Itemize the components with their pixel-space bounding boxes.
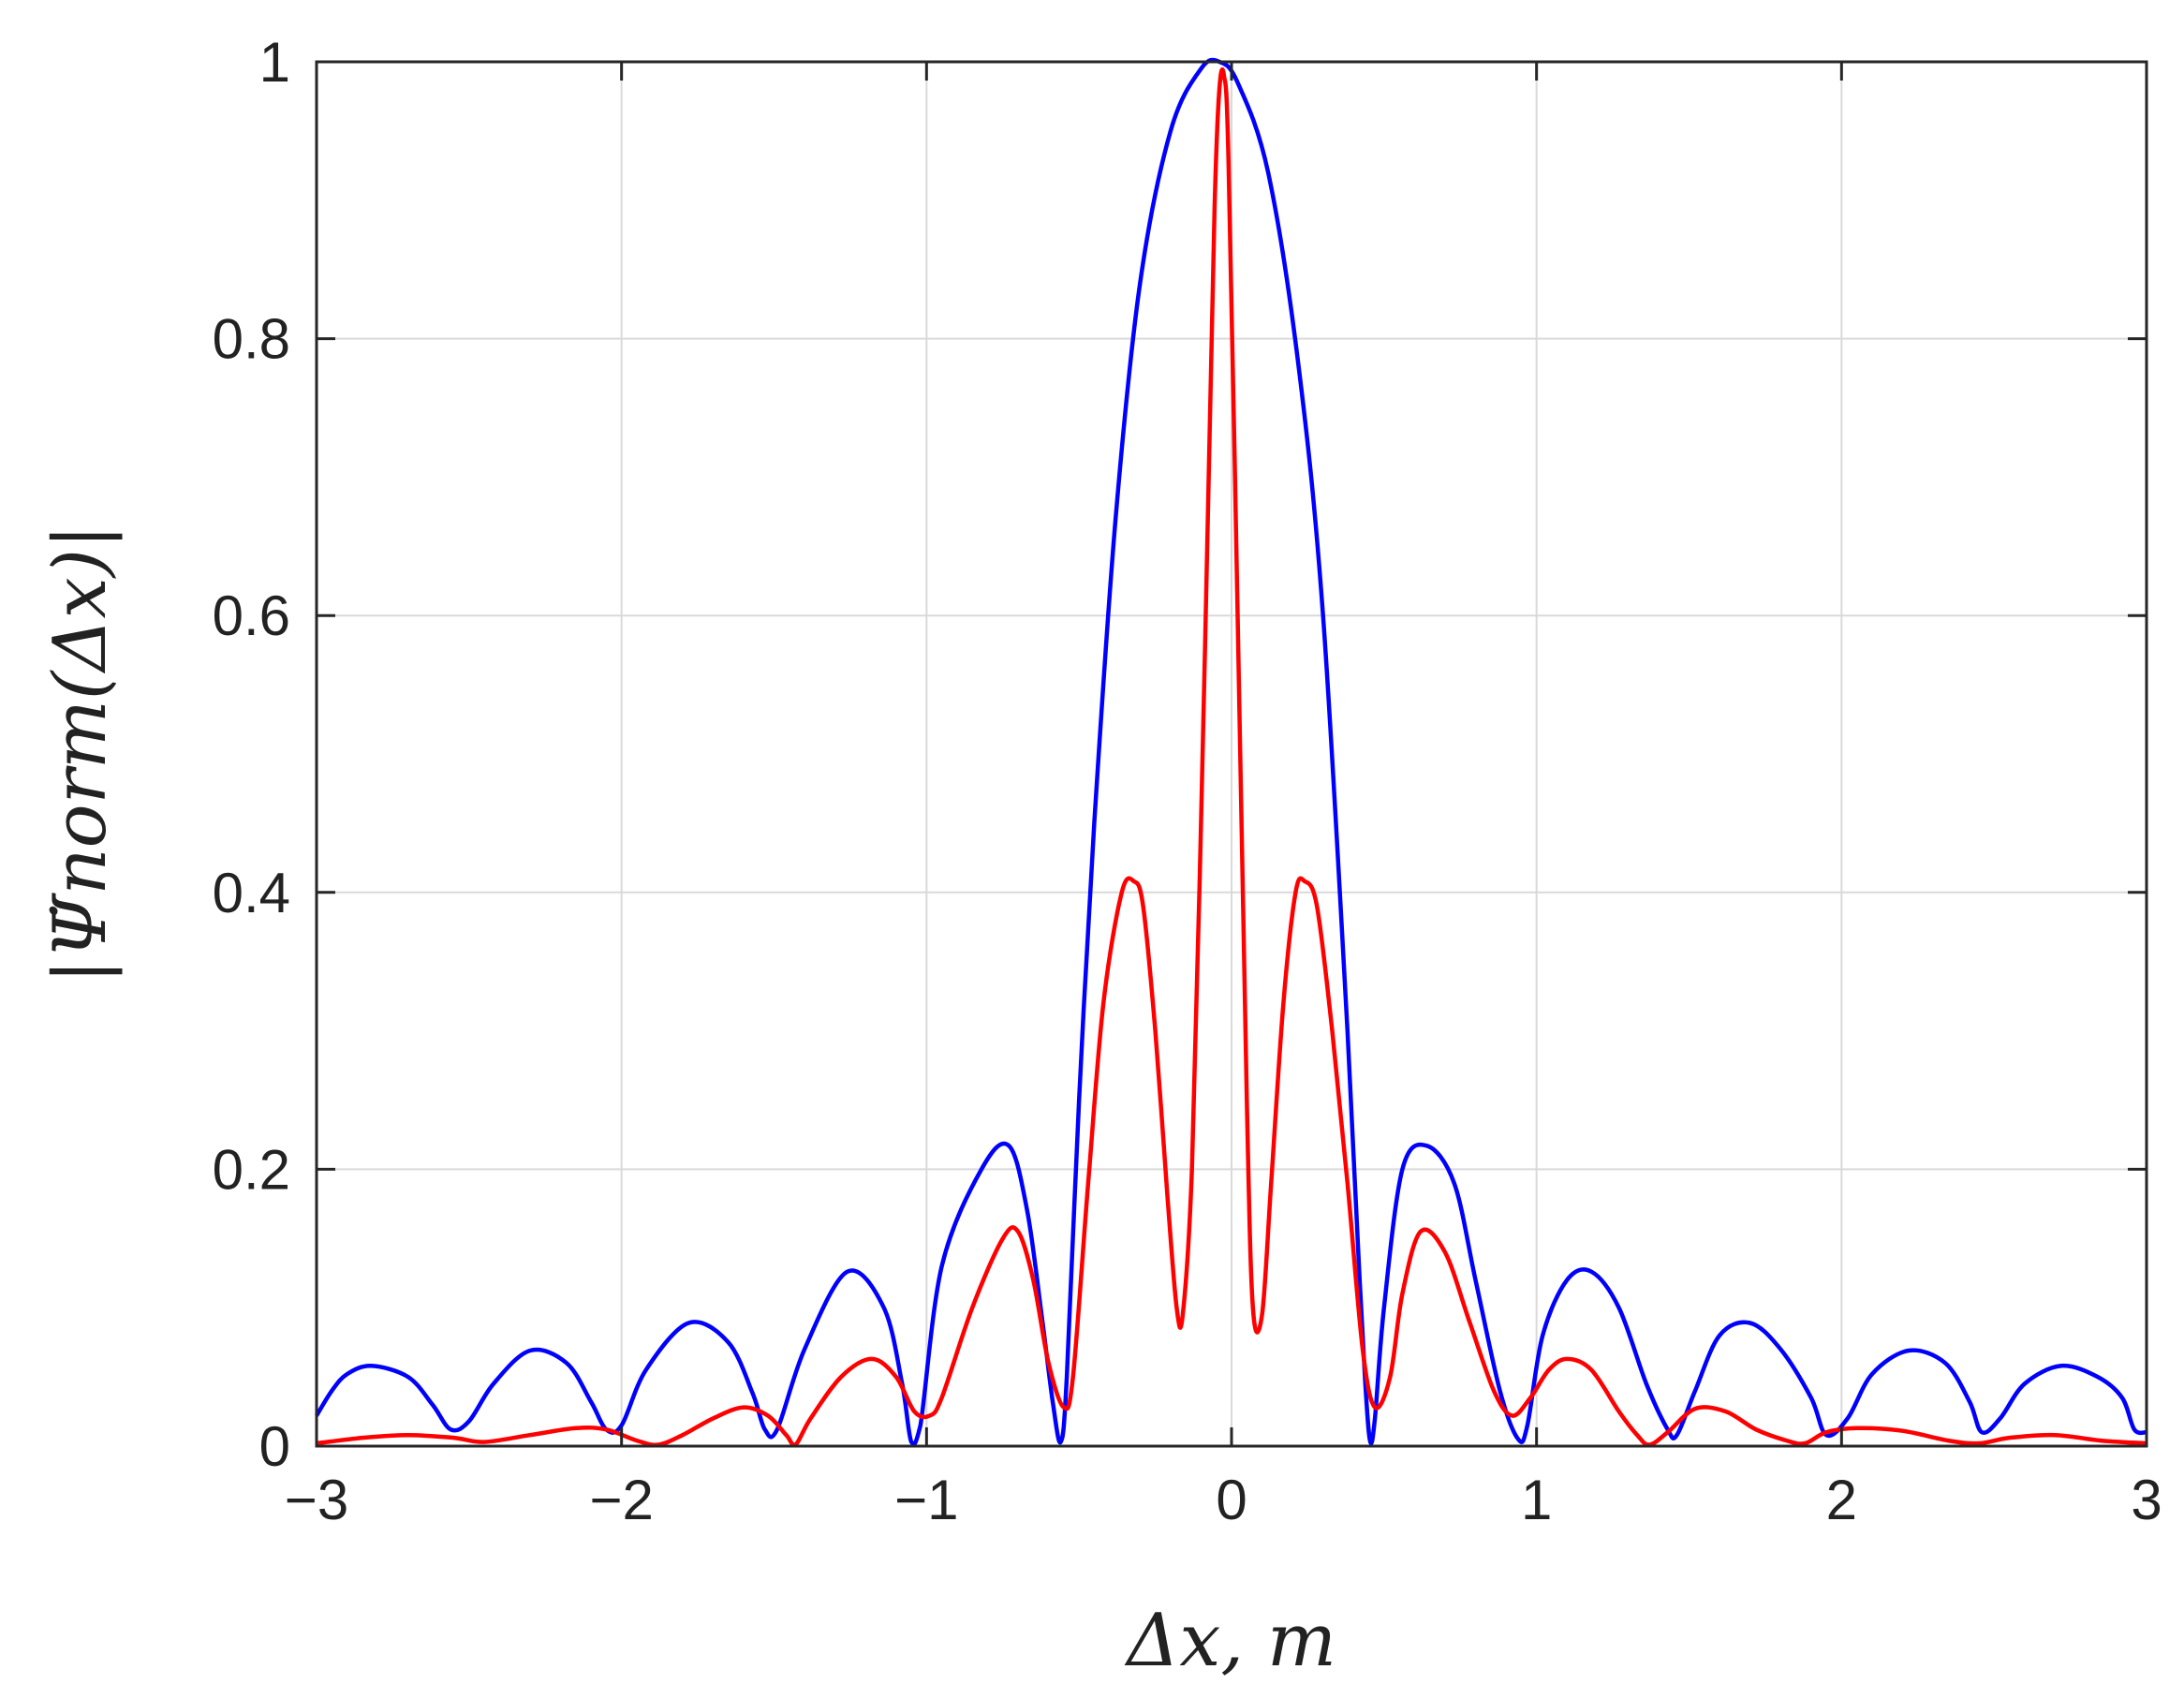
- y-tick-label: 1: [259, 31, 290, 94]
- y-tick-label: 0: [259, 1415, 290, 1478]
- y-tick-label: 0.4: [213, 862, 290, 924]
- ticks: [315, 60, 2148, 1448]
- y-axis-label: |Ψ̇norm(Δx)|: [38, 524, 123, 984]
- series-line-red: [316, 66, 2147, 1447]
- y-tick-label: 0.8: [213, 308, 290, 371]
- y-tick-label: 0.6: [213, 584, 290, 647]
- series-group: [315, 57, 2147, 1447]
- tick-labels: −3 −2 −1 0 1 2 3 0 0.2 0.4 0.6 0.8 1: [213, 31, 2162, 1531]
- y-tick-label: 0.2: [213, 1138, 290, 1201]
- x-tick-label: 3: [2131, 1469, 2162, 1531]
- x-tick-label: 1: [1521, 1469, 1552, 1531]
- x-tick-label: 2: [1826, 1469, 1857, 1531]
- x-tick-label: −3: [285, 1469, 348, 1531]
- x-axis-label: Δx, m: [1124, 1599, 1336, 1683]
- x-tick-label: 0: [1216, 1469, 1247, 1531]
- series-line-blue: [315, 57, 2147, 1447]
- x-tick-label: −2: [589, 1469, 653, 1531]
- x-tick-label: −1: [894, 1469, 958, 1531]
